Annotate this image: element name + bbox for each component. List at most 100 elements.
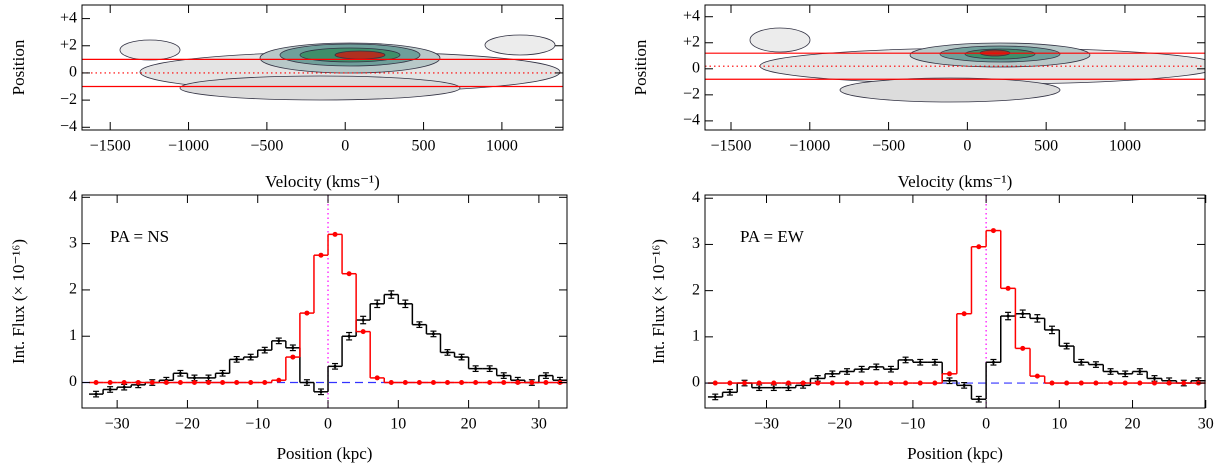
point	[459, 380, 465, 386]
contour-map	[749, 27, 1205, 103]
point	[933, 360, 937, 364]
point	[474, 367, 478, 371]
point	[904, 358, 908, 362]
x-tick-label: 0	[341, 138, 349, 155]
x-tick-label: −500	[872, 138, 905, 155]
point	[430, 380, 436, 386]
point	[333, 364, 337, 368]
x-tick-label: 30	[531, 416, 547, 433]
point	[727, 380, 733, 386]
y-tick-label: 4	[692, 189, 700, 206]
point	[742, 380, 748, 386]
point	[845, 369, 849, 373]
x-tick-label: 1000	[486, 138, 518, 155]
contour	[334, 50, 386, 60]
point	[135, 380, 141, 386]
contour-map	[119, 34, 561, 101]
y-axis-label: Position	[631, 39, 650, 95]
x-tick-label: 10	[390, 416, 406, 433]
point	[501, 380, 507, 386]
point	[416, 380, 422, 386]
point	[502, 374, 506, 378]
point	[375, 302, 379, 306]
point	[178, 371, 182, 375]
plot-frame	[81, 194, 568, 409]
point	[473, 380, 479, 386]
point	[948, 379, 952, 383]
point	[947, 371, 953, 377]
point	[1050, 328, 1054, 332]
point	[1093, 380, 1099, 386]
point	[276, 377, 282, 383]
point	[1021, 312, 1025, 316]
point	[234, 380, 240, 386]
x-tick-label: −1000	[168, 138, 209, 155]
x-axis-label: Velocity (kms⁻¹)	[265, 172, 380, 191]
point	[360, 329, 366, 335]
point	[713, 395, 717, 399]
y-axis-label: Position	[9, 39, 28, 95]
point	[93, 380, 99, 386]
point	[263, 348, 267, 352]
x-tick-label: 500	[412, 138, 436, 155]
point	[361, 318, 365, 322]
y-tick-label: −4	[683, 112, 700, 129]
point	[235, 357, 239, 361]
plot-frame	[704, 4, 1206, 131]
y-tick-label: 1	[692, 328, 700, 345]
y-tick-label: 0	[692, 374, 700, 391]
point	[918, 360, 922, 364]
point	[1020, 345, 1026, 351]
point	[347, 334, 351, 338]
point	[332, 231, 338, 237]
point	[961, 311, 967, 317]
contour	[484, 34, 556, 56]
point	[1049, 380, 1055, 386]
y-axis-label: Int. Flux (× 10⁻¹⁶)	[649, 239, 668, 364]
y-tick-label: 1	[69, 327, 77, 344]
x-tick-label: −30	[754, 416, 779, 433]
plot-frame	[81, 4, 564, 131]
point	[1006, 314, 1010, 318]
point	[990, 228, 996, 234]
point	[543, 380, 549, 386]
point	[402, 380, 408, 386]
contour	[749, 27, 811, 53]
point	[917, 380, 923, 386]
x-tick-label: 0	[963, 138, 971, 155]
y-tick-label: 2	[69, 281, 77, 298]
y-tick-label: −2	[683, 86, 700, 103]
x-tick-label: 20	[1125, 416, 1141, 433]
point	[207, 376, 211, 380]
point	[1109, 369, 1113, 373]
x-tick-label: 10	[1051, 416, 1067, 433]
x-tick-label: −1500	[90, 138, 131, 155]
point	[1094, 363, 1098, 367]
point	[108, 387, 112, 391]
x-tick-label: −1500	[710, 138, 751, 155]
point	[860, 367, 864, 371]
point	[1151, 380, 1157, 386]
point	[191, 380, 197, 386]
y-tick-label: +2	[60, 36, 77, 53]
point	[460, 355, 464, 359]
point	[277, 339, 281, 343]
y-tick-label: −2	[60, 91, 77, 108]
point	[529, 380, 535, 386]
x-tick-label: 500	[1034, 138, 1058, 155]
point	[206, 380, 212, 386]
point	[488, 367, 492, 371]
x-tick-label: −10	[900, 416, 925, 433]
point	[889, 367, 893, 371]
point	[1079, 360, 1083, 364]
point	[388, 380, 394, 386]
point	[389, 293, 393, 297]
x-tick-label: −10	[245, 416, 270, 433]
point	[888, 380, 894, 386]
y-tick-label: 0	[692, 59, 700, 76]
x-tick-label: −500	[250, 138, 283, 155]
point	[445, 380, 451, 386]
point	[844, 380, 850, 386]
point	[756, 380, 762, 386]
point	[829, 380, 835, 386]
